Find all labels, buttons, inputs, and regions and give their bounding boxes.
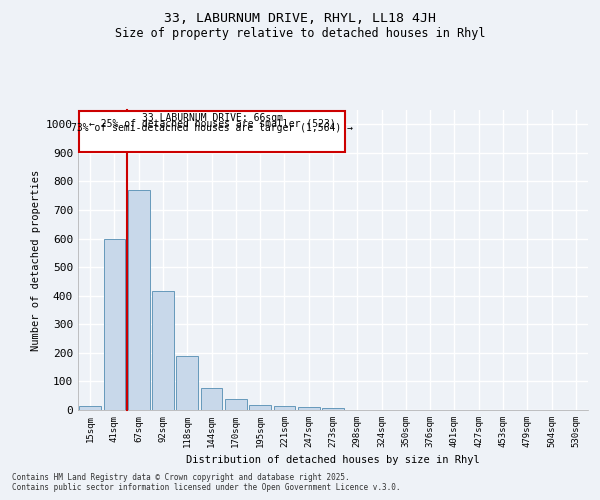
Text: Contains public sector information licensed under the Open Government Licence v.: Contains public sector information licen… — [12, 484, 401, 492]
X-axis label: Distribution of detached houses by size in Rhyl: Distribution of detached houses by size … — [186, 456, 480, 466]
Bar — [225, 399, 247, 410]
Bar — [152, 292, 174, 410]
Text: Size of property relative to detached houses in Rhyl: Size of property relative to detached ho… — [115, 28, 485, 40]
Bar — [128, 190, 149, 410]
Text: 73% of semi-detached houses are larger (1,564) →: 73% of semi-detached houses are larger (… — [71, 122, 353, 132]
Bar — [249, 405, 271, 410]
Text: 33, LABURNUM DRIVE, RHYL, LL18 4JH: 33, LABURNUM DRIVE, RHYL, LL18 4JH — [164, 12, 436, 26]
FancyBboxPatch shape — [79, 110, 345, 152]
Bar — [200, 388, 223, 410]
Y-axis label: Number of detached properties: Number of detached properties — [31, 170, 41, 350]
Text: 33 LABURNUM DRIVE: 66sqm: 33 LABURNUM DRIVE: 66sqm — [142, 114, 283, 124]
Bar — [298, 407, 320, 410]
Bar — [274, 406, 295, 410]
Text: ← 25% of detached houses are smaller (523): ← 25% of detached houses are smaller (52… — [89, 118, 335, 128]
Text: Contains HM Land Registry data © Crown copyright and database right 2025.: Contains HM Land Registry data © Crown c… — [12, 474, 350, 482]
Bar — [176, 356, 198, 410]
Bar — [104, 238, 125, 410]
Bar — [79, 406, 101, 410]
Bar — [322, 408, 344, 410]
